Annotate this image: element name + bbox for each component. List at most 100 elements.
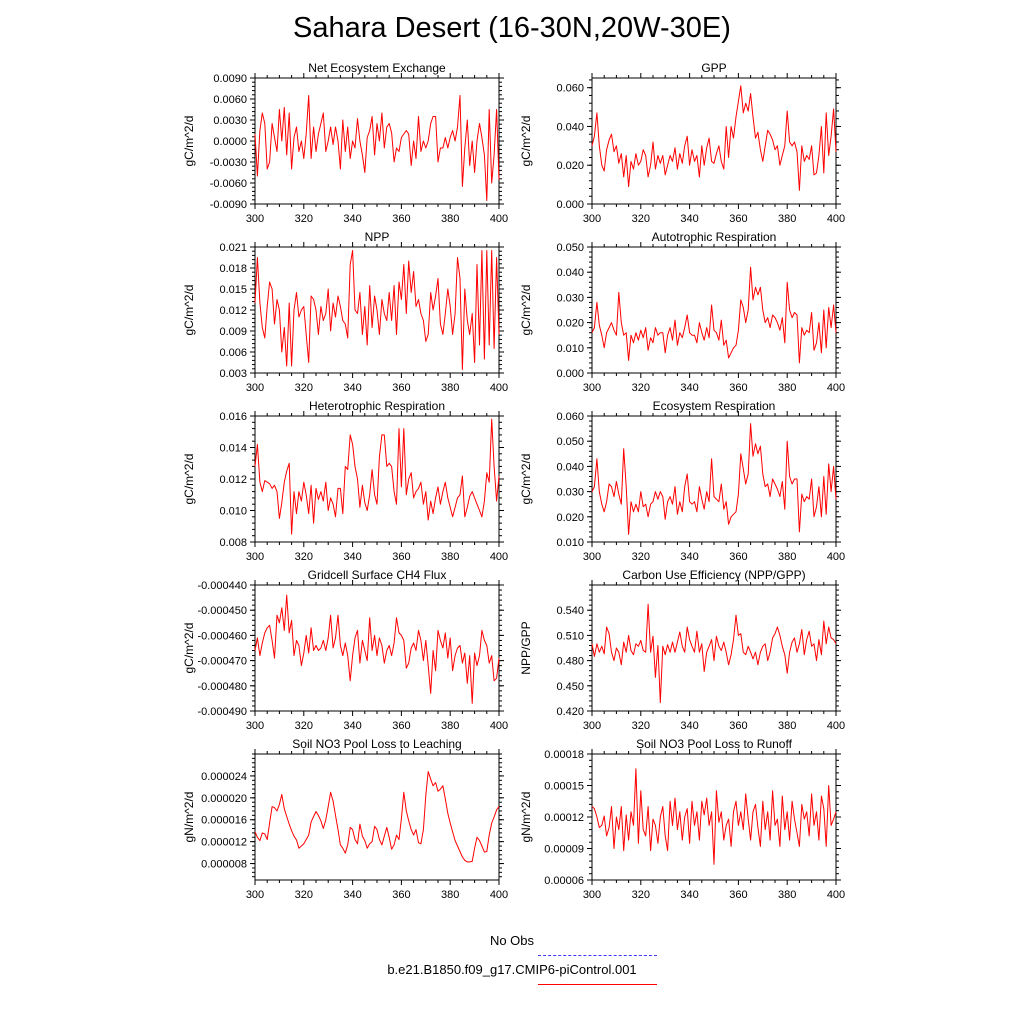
x-tick-label: 300: [246, 213, 264, 225]
x-tick-label: 380: [778, 720, 796, 732]
chart-panel-0: Net Ecosystem Exchange gC/m^2/d 300 320 340 3…: [182, 61, 508, 225]
chart-panel-5: Ecosystem Respiration gC/m^2/d 300 320 340 36…: [519, 399, 845, 563]
y-tick-label: 0.050: [556, 436, 584, 448]
y-tick-label: 0.040: [556, 121, 584, 133]
x-tick-label: 380: [778, 889, 796, 901]
x-tick-label: 360: [729, 551, 747, 563]
x-tick-label: 360: [729, 720, 747, 732]
y-tick-label: 0.012: [219, 305, 247, 317]
y-tick-label: 0.006: [219, 347, 247, 359]
series-line: [254, 418, 500, 535]
x-tick-label: 400: [827, 889, 845, 901]
y-tick-label: 0.008: [219, 537, 247, 549]
y-tick-label: 0.000016: [201, 815, 247, 827]
y-tick-label: 0.015: [219, 284, 247, 296]
x-tick-label: 400: [490, 213, 508, 225]
legend-line-obs: [538, 955, 657, 956]
x-tick-label: 300: [583, 720, 601, 732]
x-tick-label: 400: [827, 551, 845, 563]
y-tick-label: 0.480: [556, 656, 584, 668]
x-tick-label: 300: [583, 551, 601, 563]
y-tick-label: 0.540: [556, 605, 584, 617]
series-line: [254, 250, 500, 370]
chart-panel-8: Soil NO3 Pool Loss to Leaching gN/m^2/d 30…: [182, 737, 508, 901]
y-tick-label: 0.000: [556, 368, 584, 380]
x-tick-label: 320: [295, 213, 313, 225]
chart-title: Carbon Use Efficiency (NPP/GPP): [622, 568, 805, 582]
x-tick-label: 320: [295, 551, 313, 563]
x-tick-label: 340: [343, 213, 361, 225]
chart-title: Autotrophic Respiration: [652, 230, 777, 244]
x-tick-label: 340: [680, 213, 698, 225]
y-tick-label: 0.00018: [544, 749, 584, 761]
x-tick-label: 380: [441, 213, 459, 225]
series-line: [591, 85, 837, 191]
y-tick-label: 0.040: [556, 267, 584, 279]
chart-panel-9: Soil NO3 Pool Loss to Runoff gN/m^2/d 300 3…: [519, 737, 845, 901]
y-tick-label: 0.010: [556, 343, 584, 355]
chart-title: Gridcell Surface CH4 Flux: [308, 568, 447, 582]
y-axis-label: gC/m^2/d: [182, 623, 196, 674]
y-tick-label: 0.000024: [201, 771, 247, 783]
series-line: [254, 771, 500, 863]
chart-title: Heterotrophic Respiration: [309, 399, 445, 413]
x-tick-label: 300: [583, 213, 601, 225]
x-tick-label: 400: [827, 213, 845, 225]
y-tick-label: 0.020: [556, 318, 584, 330]
y-tick-label: 0.009: [219, 326, 247, 338]
plot-frame: [254, 584, 500, 712]
chart-title: NPP: [365, 230, 390, 244]
y-axis-label: gC/m^2/d: [519, 454, 533, 505]
x-tick-label: 340: [343, 889, 361, 901]
x-tick-label: 360: [392, 720, 410, 732]
x-tick-label: 360: [729, 889, 747, 901]
x-tick-label: 320: [632, 213, 650, 225]
legend-label-obs: No Obs: [489, 933, 535, 948]
y-axis-label: gC/m^2/d: [519, 116, 533, 167]
y-tick-label: 0.0030: [213, 115, 247, 127]
y-tick-label: -0.000490: [197, 706, 247, 718]
chart-panel-3: Autotrophic Respiration gC/m^2/d 300 320 340…: [519, 230, 845, 394]
y-axis-label: gC/m^2/d: [182, 454, 196, 505]
chart-panel-6: Gridcell Surface CH4 Flux gC/m^2/d 300 320 3…: [182, 568, 508, 732]
x-tick-label: 340: [343, 551, 361, 563]
y-tick-label: 0.000: [556, 199, 584, 211]
x-tick-label: 340: [680, 889, 698, 901]
y-tick-label: 0.003: [219, 368, 247, 380]
x-tick-label: 380: [778, 213, 796, 225]
x-tick-label: 300: [246, 720, 264, 732]
x-tick-label: 300: [583, 889, 601, 901]
y-axis-label: gC/m^2/d: [519, 285, 533, 336]
y-tick-label: 0.030: [556, 292, 584, 304]
x-tick-label: 380: [441, 889, 459, 901]
x-tick-label: 300: [583, 382, 601, 394]
y-tick-label: -0.000480: [197, 681, 247, 693]
x-tick-label: 320: [295, 720, 313, 732]
x-tick-label: 320: [632, 720, 650, 732]
y-tick-label: 0.510: [556, 630, 584, 642]
y-tick-label: 0.010: [556, 537, 584, 549]
x-tick-label: 400: [490, 720, 508, 732]
chart-panel-7: Carbon Use Efficiency (NPP/GPP) NPP/GPP 30…: [519, 568, 845, 732]
x-tick-label: 380: [441, 720, 459, 732]
y-tick-label: -0.0090: [210, 199, 247, 211]
x-tick-label: 360: [729, 213, 747, 225]
x-tick-label: 320: [632, 551, 650, 563]
y-tick-label: 0.050: [556, 242, 584, 254]
y-tick-label: 0.010: [219, 506, 247, 518]
y-tick-label: 0.020: [556, 160, 584, 172]
x-tick-label: 300: [246, 382, 264, 394]
y-tick-label: -0.000450: [197, 605, 247, 617]
x-tick-label: 400: [490, 382, 508, 394]
x-tick-label: 300: [246, 551, 264, 563]
y-tick-label: 0.012: [219, 474, 247, 486]
y-tick-label: 0.000020: [201, 793, 247, 805]
y-tick-label: 0.00009: [544, 844, 584, 856]
x-tick-label: 340: [343, 720, 361, 732]
legend-label-model: b.e21.B1850.f09_g17.CMIP6-piControl.001: [387, 962, 637, 977]
x-tick-label: 380: [441, 551, 459, 563]
y-axis-label: NPP/GPP: [519, 621, 533, 674]
y-axis-label: gC/m^2/d: [182, 116, 196, 167]
x-tick-label: 340: [680, 551, 698, 563]
